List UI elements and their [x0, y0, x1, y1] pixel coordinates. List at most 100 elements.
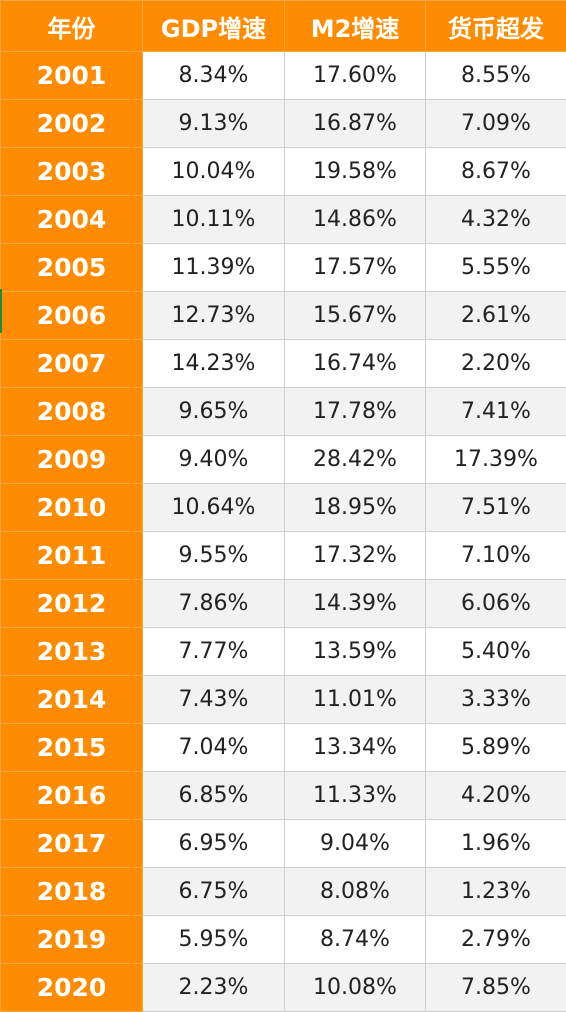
cell-money-oversupply: 7.85%	[426, 964, 566, 1012]
cell-money-oversupply: 4.32%	[426, 196, 566, 244]
cell-year: 2010	[1, 484, 143, 532]
cell-gdp-growth: 12.73%	[143, 292, 285, 340]
cell-money-oversupply: 5.89%	[426, 724, 566, 772]
cell-m2-growth: 13.34%	[285, 724, 426, 772]
cell-money-oversupply: 8.55%	[426, 52, 566, 100]
cell-year: 2020	[1, 964, 143, 1012]
header-year: 年份	[1, 1, 143, 52]
cell-year: 2001	[1, 52, 143, 100]
cell-gdp-growth: 6.85%	[143, 772, 285, 820]
cell-money-oversupply: 8.67%	[426, 148, 566, 196]
cell-money-oversupply: 4.20%	[426, 772, 566, 820]
cell-m2-growth: 13.59%	[285, 628, 426, 676]
cell-money-oversupply: 7.41%	[426, 388, 566, 436]
cell-gdp-growth: 6.95%	[143, 820, 285, 868]
cell-m2-growth: 16.87%	[285, 100, 426, 148]
cell-gdp-growth: 9.65%	[143, 388, 285, 436]
header-row: 年份 GDP增速 M2增速 货币超发	[1, 1, 566, 52]
cell-year: 2015	[1, 724, 143, 772]
cell-gdp-growth: 6.75%	[143, 868, 285, 916]
cell-m2-growth: 14.39%	[285, 580, 426, 628]
cell-m2-growth: 17.57%	[285, 244, 426, 292]
cell-m2-growth: 17.78%	[285, 388, 426, 436]
edge-mark	[0, 289, 2, 333]
cell-money-oversupply: 2.20%	[426, 340, 566, 388]
cell-m2-growth: 17.32%	[285, 532, 426, 580]
cell-m2-growth: 28.42%	[285, 436, 426, 484]
cell-gdp-growth: 7.04%	[143, 724, 285, 772]
header-money-oversupply: 货币超发	[426, 1, 566, 52]
cell-m2-growth: 8.08%	[285, 868, 426, 916]
cell-money-oversupply: 17.39%	[426, 436, 566, 484]
cell-year: 2013	[1, 628, 143, 676]
cell-gdp-growth: 9.13%	[143, 100, 285, 148]
cell-money-oversupply: 2.79%	[426, 916, 566, 964]
cell-money-oversupply: 7.51%	[426, 484, 566, 532]
cell-money-oversupply: 2.61%	[426, 292, 566, 340]
cell-m2-growth: 15.67%	[285, 292, 426, 340]
cell-gdp-growth: 10.04%	[143, 148, 285, 196]
cell-year: 2006	[1, 292, 143, 340]
cell-m2-growth: 8.74%	[285, 916, 426, 964]
cell-m2-growth: 9.04%	[285, 820, 426, 868]
cell-gdp-growth: 9.40%	[143, 436, 285, 484]
cell-gdp-growth: 10.11%	[143, 196, 285, 244]
cell-gdp-growth: 7.43%	[143, 676, 285, 724]
cell-gdp-growth: 10.64%	[143, 484, 285, 532]
cell-year: 2012	[1, 580, 143, 628]
cell-year: 2014	[1, 676, 143, 724]
cell-gdp-growth: 2.23%	[143, 964, 285, 1012]
cell-money-oversupply: 7.09%	[426, 100, 566, 148]
header-m2-growth: M2增速	[285, 1, 426, 52]
cell-m2-growth: 14.86%	[285, 196, 426, 244]
cell-m2-growth: 17.60%	[285, 52, 426, 100]
cell-year: 2003	[1, 148, 143, 196]
cell-year: 2002	[1, 100, 143, 148]
cell-m2-growth: 16.74%	[285, 340, 426, 388]
cell-money-oversupply: 1.23%	[426, 868, 566, 916]
cell-money-oversupply: 5.55%	[426, 244, 566, 292]
cell-year: 2019	[1, 916, 143, 964]
cell-m2-growth: 11.01%	[285, 676, 426, 724]
cell-money-oversupply: 6.06%	[426, 580, 566, 628]
cell-year: 2016	[1, 772, 143, 820]
cell-gdp-growth: 8.34%	[143, 52, 285, 100]
cell-m2-growth: 19.58%	[285, 148, 426, 196]
cell-m2-growth: 10.08%	[285, 964, 426, 1012]
cell-money-oversupply: 1.96%	[426, 820, 566, 868]
cell-gdp-growth: 7.77%	[143, 628, 285, 676]
cell-gdp-growth: 7.86%	[143, 580, 285, 628]
cell-year: 2018	[1, 868, 143, 916]
cell-year: 2009	[1, 436, 143, 484]
cell-gdp-growth: 9.55%	[143, 532, 285, 580]
cell-year: 2007	[1, 340, 143, 388]
cell-m2-growth: 11.33%	[285, 772, 426, 820]
cell-year: 2017	[1, 820, 143, 868]
cell-year: 2011	[1, 532, 143, 580]
cell-gdp-growth: 14.23%	[143, 340, 285, 388]
cell-money-oversupply: 5.40%	[426, 628, 566, 676]
cell-money-oversupply: 3.33%	[426, 676, 566, 724]
cell-money-oversupply: 7.10%	[426, 532, 566, 580]
cell-gdp-growth: 11.39%	[143, 244, 285, 292]
